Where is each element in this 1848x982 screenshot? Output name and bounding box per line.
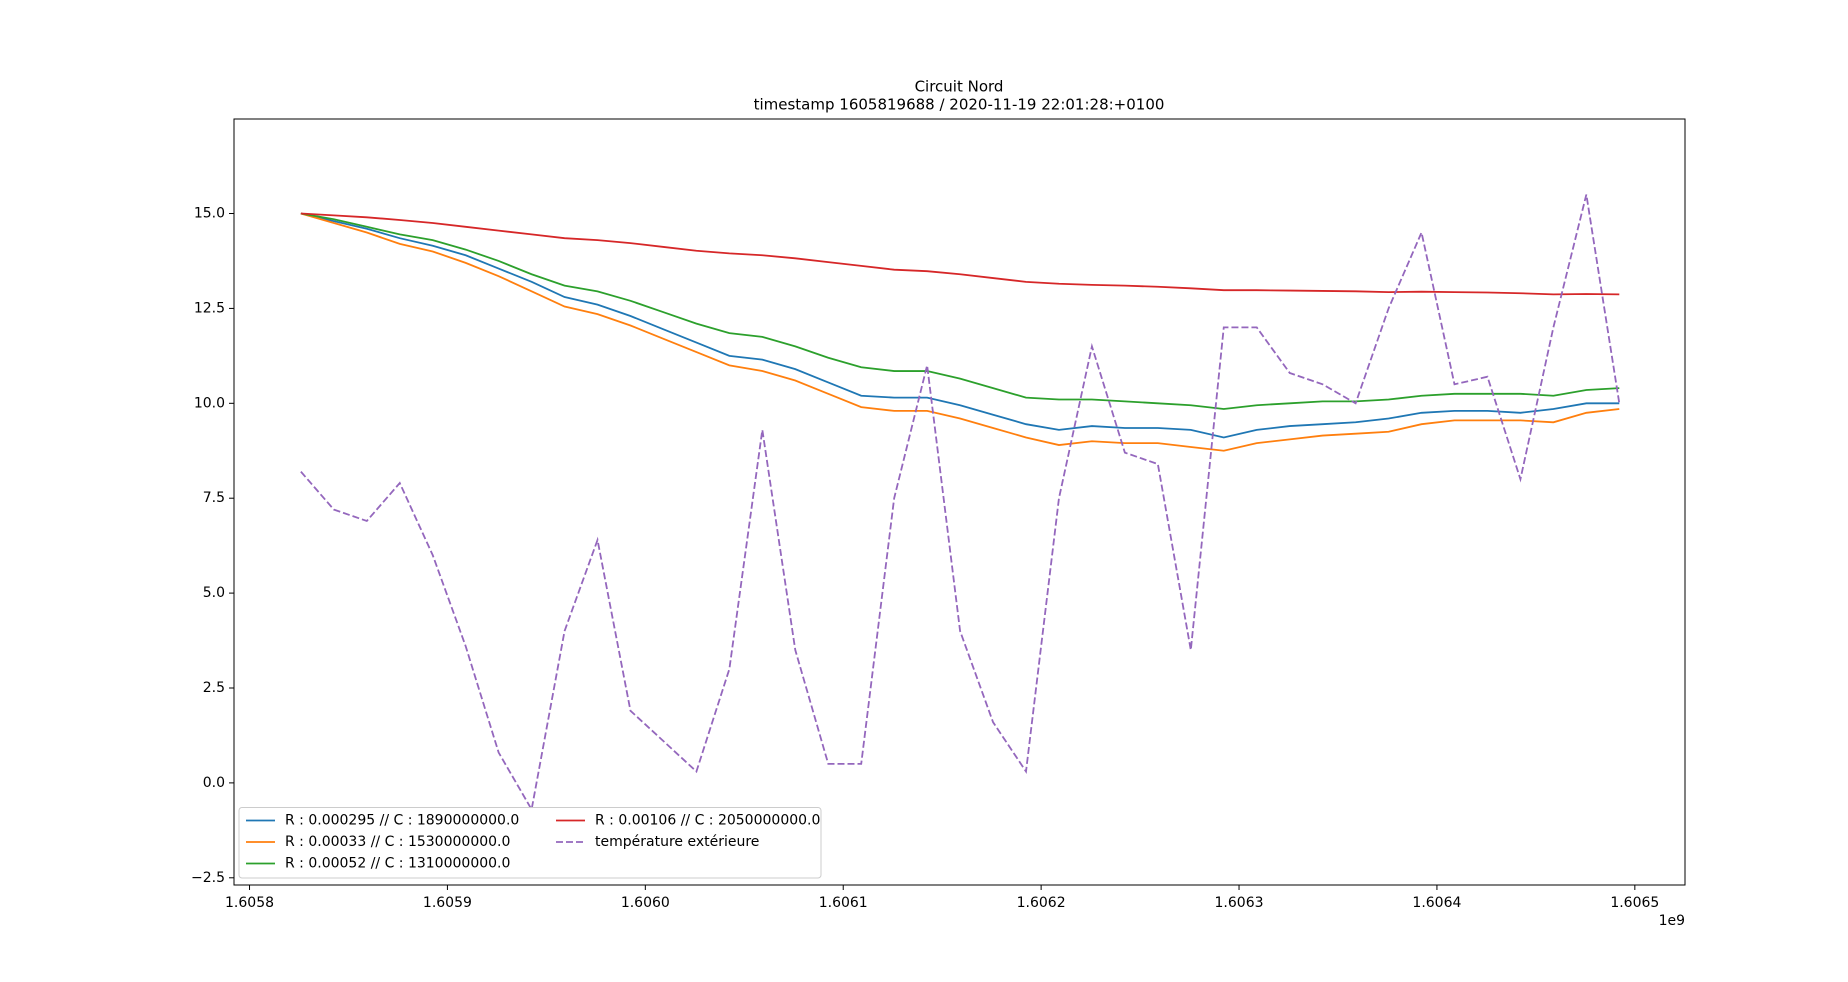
x-tick-label: 1.6062 [1017, 895, 1066, 911]
legend-label: R : 0.00033 // C : 1530000000.0 [285, 834, 510, 850]
legend: R : 0.000295 // C : 1890000000.0 R : 0.00… [238, 807, 822, 879]
y-tick-label: −2.5 [191, 870, 225, 886]
y-tick-label: 15.0 [194, 206, 225, 222]
series-line [300, 194, 1621, 813]
y-tick-label: 0.0 [203, 775, 225, 791]
legend-label: R : 0.00052 // C : 1310000000.0 [285, 856, 510, 872]
x-tick-label: 1.6065 [1610, 895, 1659, 911]
plot-frame [233, 118, 1686, 886]
x-tick-label: 1.6064 [1412, 895, 1461, 911]
legend-label: température extérieure [595, 834, 759, 850]
x-tick-label: 1.6059 [423, 895, 472, 911]
y-tick-label: 5.0 [203, 585, 225, 601]
x-offset-label: 1e9 [1659, 913, 1685, 929]
series-line [300, 212, 1620, 410]
x-tick-label: 1.6063 [1215, 895, 1264, 911]
x-tick-label: 1.6058 [225, 895, 274, 911]
legend-label: R : 0.00106 // C : 2050000000.0 [595, 813, 820, 829]
series-line [300, 212, 1620, 296]
legend-box [238, 807, 822, 879]
series-line [300, 212, 1620, 452]
y-tick-label: 10.0 [194, 395, 225, 411]
y-tick-label: 12.5 [194, 300, 225, 316]
x-tick-label: 1.6060 [621, 895, 670, 911]
series-line [300, 212, 1620, 439]
chart-subtitle: timestamp 1605819688 / 2020-11-19 22:01:… [754, 96, 1165, 114]
x-tick-label: 1.6061 [819, 895, 868, 911]
chart-title: Circuit Nord [915, 78, 1004, 96]
y-tick-label: 2.5 [203, 680, 225, 696]
y-tick-label: 7.5 [203, 490, 225, 506]
legend-label: R : 0.000295 // C : 1890000000.0 [285, 813, 519, 829]
